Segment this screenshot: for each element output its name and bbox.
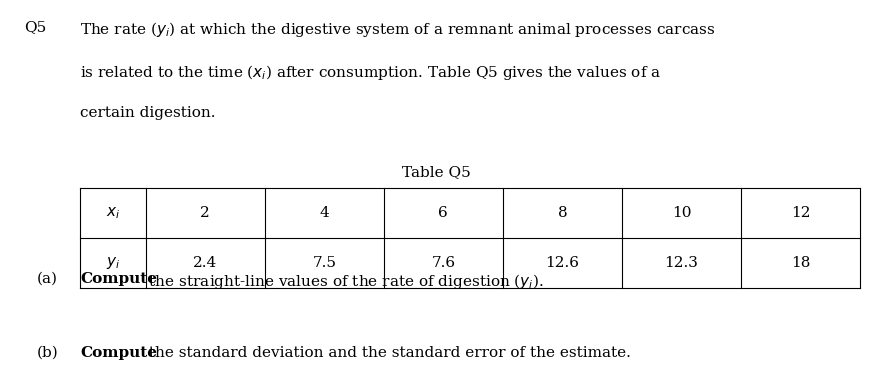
Text: 7.5: 7.5 bbox=[313, 256, 336, 270]
Text: $x_i$: $x_i$ bbox=[106, 205, 120, 221]
Text: 8: 8 bbox=[558, 206, 567, 220]
Text: 10: 10 bbox=[671, 206, 691, 220]
Text: 6: 6 bbox=[438, 206, 448, 220]
Text: 2: 2 bbox=[201, 206, 210, 220]
Text: the standard deviation and the standard error of the estimate.: the standard deviation and the standard … bbox=[144, 346, 631, 360]
Text: $y_i$: $y_i$ bbox=[106, 255, 120, 271]
Text: 12: 12 bbox=[791, 206, 810, 220]
Text: (a): (a) bbox=[37, 272, 58, 286]
Text: the straight-line values of the rate of digestion ($y_i$).: the straight-line values of the rate of … bbox=[144, 272, 544, 291]
Text: (b): (b) bbox=[37, 346, 58, 360]
Text: 4: 4 bbox=[320, 206, 329, 220]
Text: certain digestion.: certain digestion. bbox=[80, 106, 216, 120]
Text: 12.3: 12.3 bbox=[664, 256, 698, 270]
Text: 12.6: 12.6 bbox=[546, 256, 580, 270]
Text: 2.4: 2.4 bbox=[193, 256, 217, 270]
Text: Q5: Q5 bbox=[24, 20, 46, 35]
Text: Compute: Compute bbox=[80, 272, 157, 286]
Text: Compute: Compute bbox=[80, 346, 157, 360]
Text: 18: 18 bbox=[791, 256, 810, 270]
Text: The rate ($y_i$) at which the digestive system of a remnant animal processes car: The rate ($y_i$) at which the digestive … bbox=[80, 20, 716, 39]
Text: Table Q5: Table Q5 bbox=[402, 166, 471, 180]
Text: 7.6: 7.6 bbox=[431, 256, 456, 270]
Text: is related to the time ($x_i$) after consumption. Table Q5 gives the values of a: is related to the time ($x_i$) after con… bbox=[80, 63, 662, 82]
